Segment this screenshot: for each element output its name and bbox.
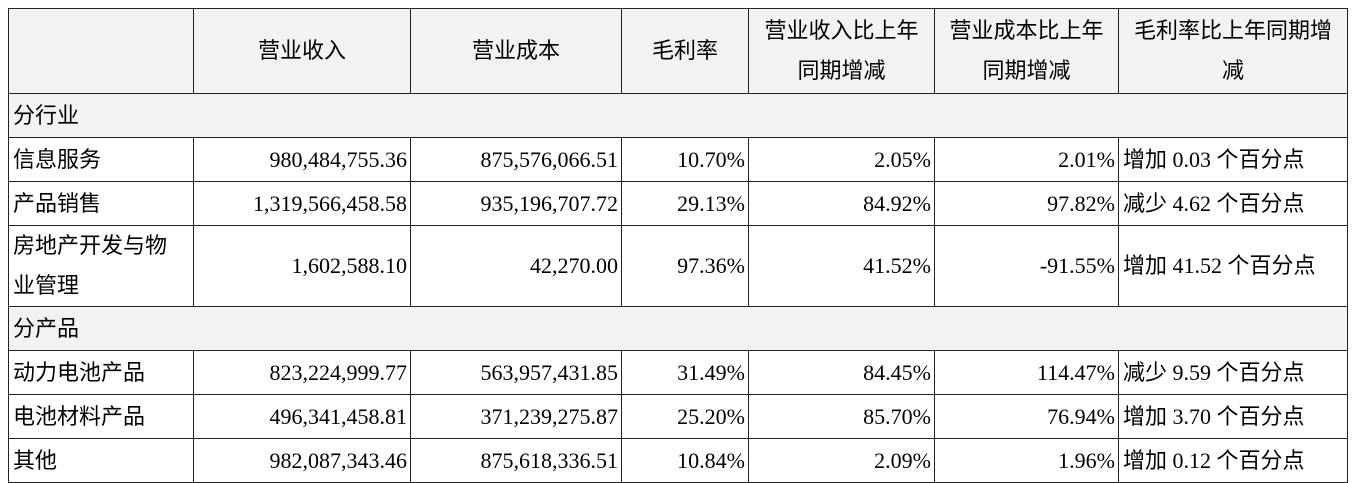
cell: 76.94% — [934, 394, 1119, 439]
row-label: 动力电池产品 — [8, 350, 194, 395]
header-cell: 营业成本比上年同期增减 — [934, 8, 1119, 94]
cell: 85.70% — [748, 394, 935, 439]
cell: 减少 4.62 个百分点 — [1118, 181, 1348, 226]
cell: 1.96% — [934, 438, 1119, 483]
header-cell: 毛利率 — [621, 8, 749, 94]
cell: 1,319,566,458.58 — [193, 181, 411, 226]
cell: 97.82% — [934, 181, 1119, 226]
cell: 982,087,343.46 — [193, 438, 411, 483]
cell: 823,224,999.77 — [193, 350, 411, 395]
cell: 1,602,588.10 — [193, 225, 411, 307]
row-label: 其他 — [8, 438, 194, 483]
cell: 41.52% — [748, 225, 935, 307]
row-label: 房地产开发与物业管理 — [8, 225, 194, 307]
cell: 84.92% — [748, 181, 935, 226]
data-row: 其他 982,087,343.46 875,618,336.51 10.84% 2.09… — [8, 438, 1348, 483]
cell: 10.84% — [621, 438, 749, 483]
cell: 增加 0.03 个百分点 — [1118, 137, 1348, 182]
income-table: 营业收入 营业成本 毛利率 营业收入比上年同期增减 营业成本比上年同期增减 毛利率比上年同… — [8, 8, 1348, 483]
section-title: 分行业 — [8, 93, 1348, 138]
cell: 935,196,707.72 — [410, 181, 622, 226]
cell: 31.49% — [621, 350, 749, 395]
cell: 2.01% — [934, 137, 1119, 182]
section-row: 分行业 — [8, 93, 1348, 138]
cell: 84.45% — [748, 350, 935, 395]
cell: 29.13% — [621, 181, 749, 226]
cell: 增加 0.12 个百分点 — [1118, 438, 1348, 483]
cell: 97.36% — [621, 225, 749, 307]
section-row: 分产品 — [8, 306, 1348, 351]
row-label: 电池材料产品 — [8, 394, 194, 439]
header-cell: 毛利率比上年同期增减 — [1118, 8, 1348, 94]
cell: 980,484,755.36 — [193, 137, 411, 182]
cell: 371,239,275.87 — [410, 394, 622, 439]
section-title: 分产品 — [8, 306, 1348, 351]
cell: 2.09% — [748, 438, 935, 483]
cell: 563,957,431.85 — [410, 350, 622, 395]
data-row: 电池材料产品 496,341,458.81 371,239,275.87 25.20%… — [8, 394, 1348, 439]
row-label: 产品销售 — [8, 181, 194, 226]
cell: 875,618,336.51 — [410, 438, 622, 483]
header-row: 营业收入 营业成本 毛利率 营业收入比上年同期增减 营业成本比上年同期增减 毛利率比上年同… — [8, 8, 1348, 94]
cell: 增加 41.52 个百分点 — [1118, 225, 1348, 307]
header-cell — [8, 8, 194, 94]
cell: 496,341,458.81 — [193, 394, 411, 439]
cell: 114.47% — [934, 350, 1119, 395]
cell: 减少 9.59 个百分点 — [1118, 350, 1348, 395]
cell: 10.70% — [621, 137, 749, 182]
data-row: 产品销售 1,319,566,458.58 935,196,707.72 29.13%… — [8, 181, 1348, 226]
cell: 25.20% — [621, 394, 749, 439]
data-row: 动力电池产品 823,224,999.77 563,957,431.85 31.49%… — [8, 350, 1348, 395]
cell: 42,270.00 — [410, 225, 622, 307]
cell: -91.55% — [934, 225, 1119, 307]
cell: 增加 3.70 个百分点 — [1118, 394, 1348, 439]
cell: 2.05% — [748, 137, 935, 182]
data-row: 房地产开发与物业管理 1,602,588.10 42,270.00 97.36% 41.… — [8, 225, 1348, 307]
header-cell: 营业收入 — [193, 8, 411, 94]
header-cell: 营业收入比上年同期增减 — [748, 8, 935, 94]
data-row: 信息服务 980,484,755.36 875,576,066.51 10.70% 2.… — [8, 137, 1348, 182]
row-label: 信息服务 — [8, 137, 194, 182]
cell: 875,576,066.51 — [410, 137, 622, 182]
header-cell: 营业成本 — [410, 8, 622, 94]
table-body: 分行业 信息服务 980,484,755.36 875,576,066.51 10.70… — [8, 93, 1348, 483]
